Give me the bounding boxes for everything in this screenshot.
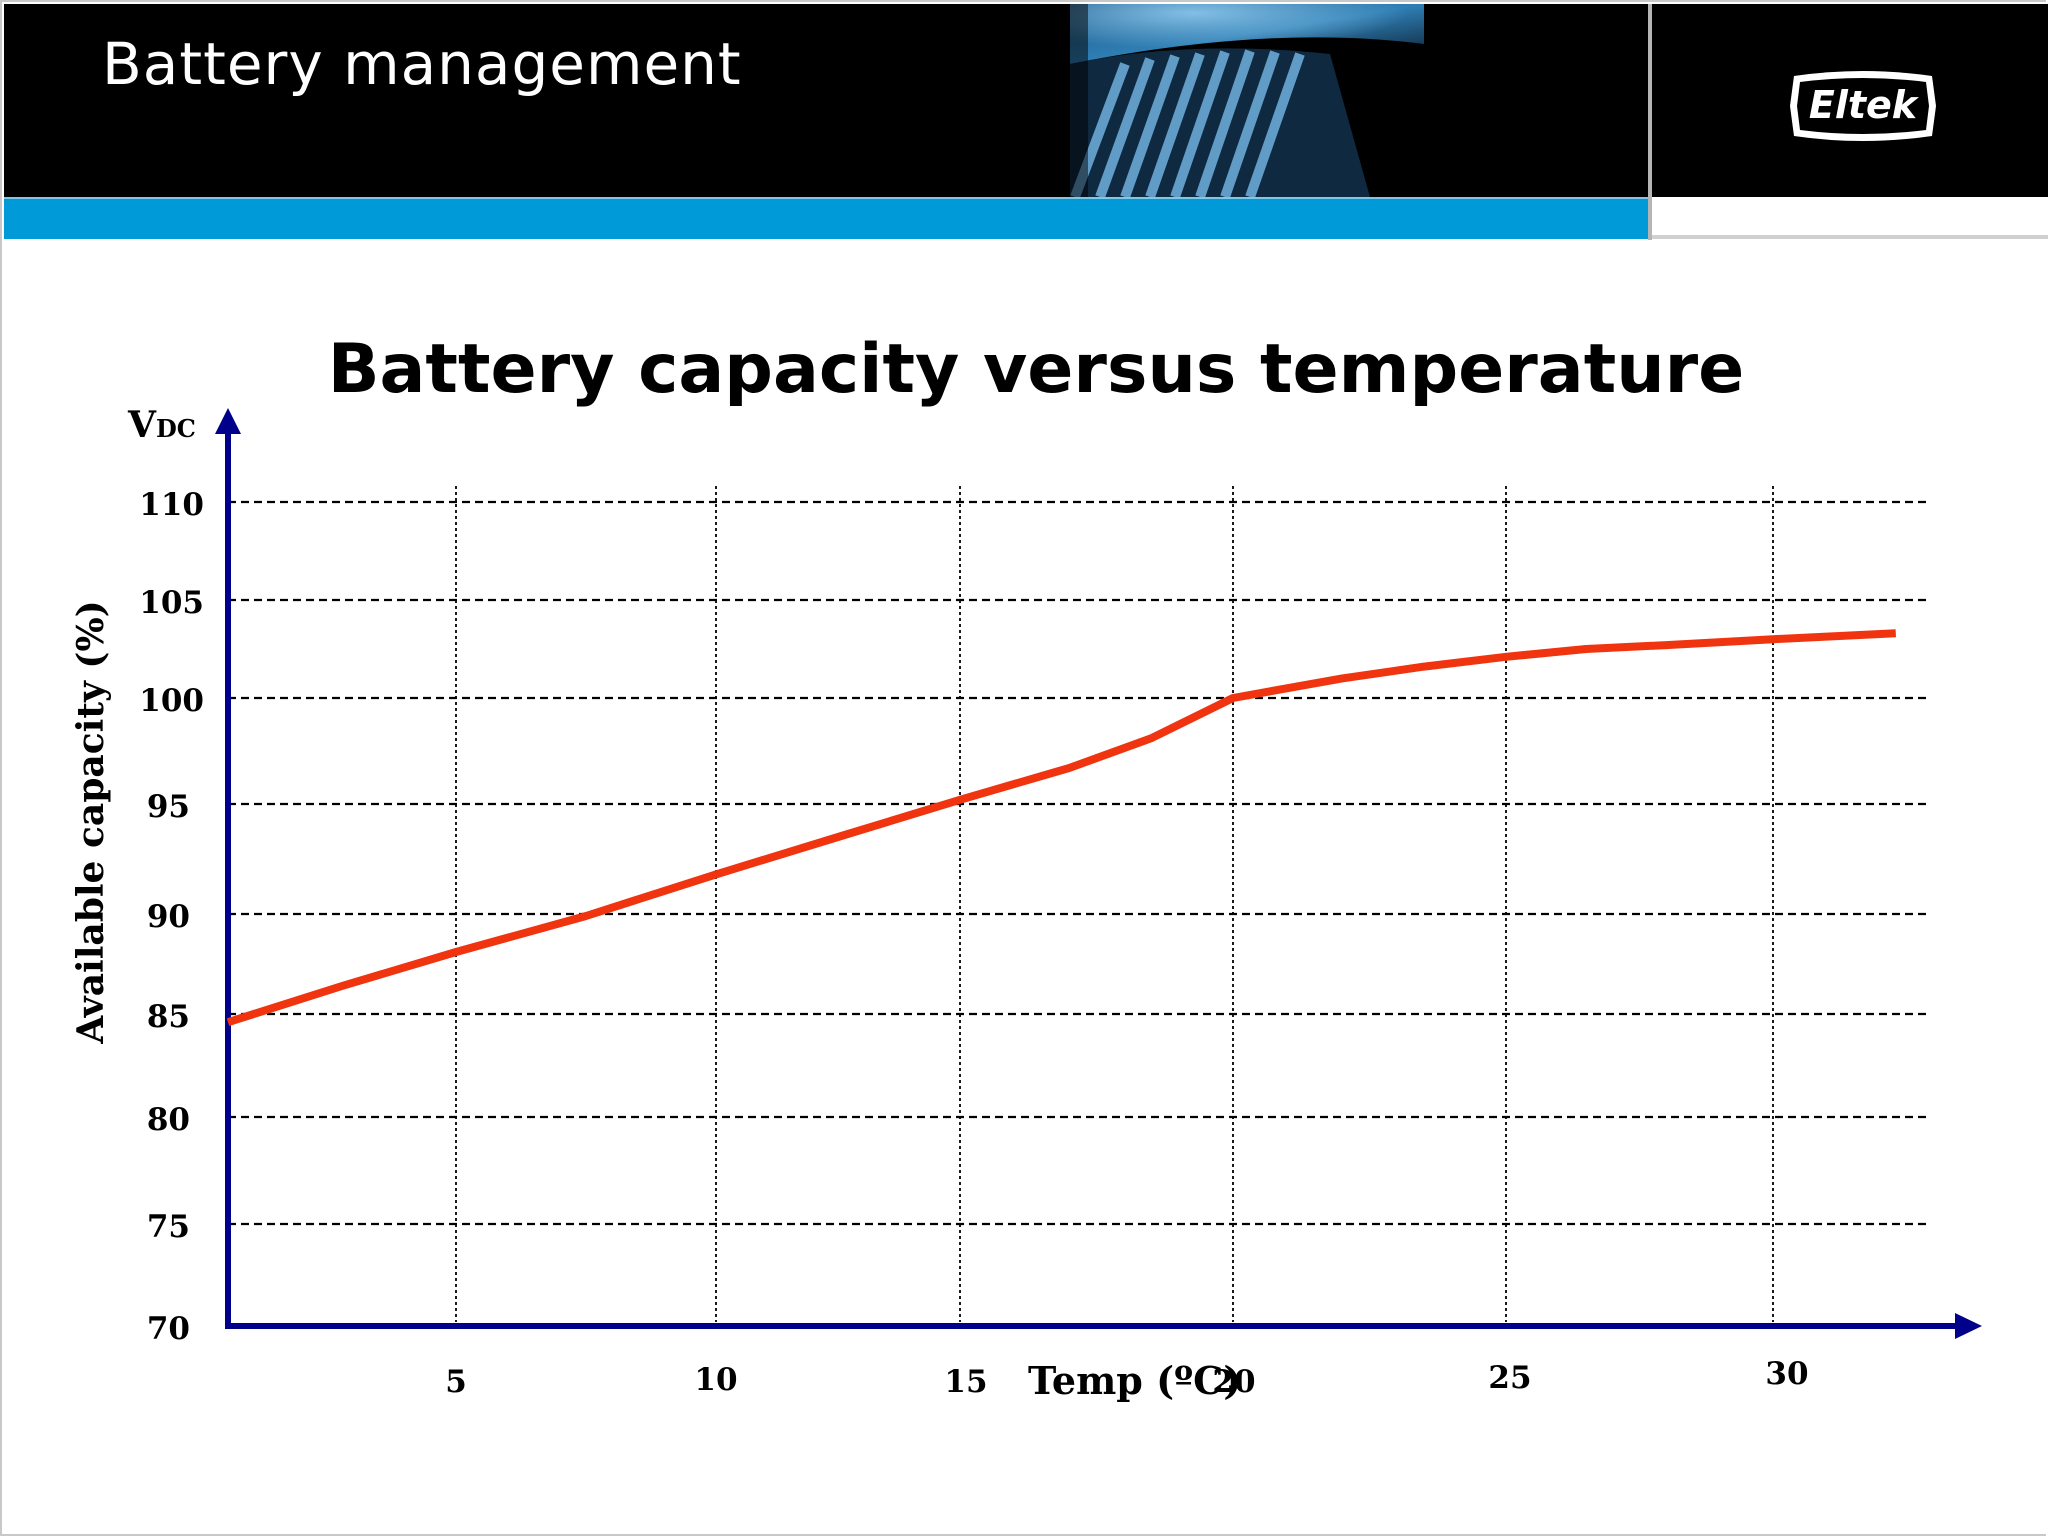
x-gridlines: [455, 486, 1774, 1322]
y-gridlines: [228, 500, 1928, 1226]
header-banner: Battery management: [4, 4, 1648, 197]
header-logo-panel: Eltek: [1652, 4, 2048, 197]
y-tick-label: 95: [147, 789, 190, 825]
y-unit-main: V: [128, 404, 156, 446]
header-divider: [1648, 4, 1652, 240]
y-tick-labels: 70 75 80 85 90 95 100 105 110: [139, 487, 204, 1347]
y-tick-label: 100: [139, 683, 204, 719]
y-tick-label: 110: [139, 487, 204, 523]
y-tick-label: 105: [139, 585, 204, 621]
chart-title: Battery capacity versus temperature: [327, 330, 1745, 409]
x-axis-label: Temp (ºC): [1028, 1358, 1242, 1403]
x-tick-label: 15: [944, 1364, 987, 1400]
header-underline: [1652, 235, 2048, 239]
logo-text: Eltek: [1809, 83, 1920, 127]
x-tick-label: 30: [1765, 1356, 1808, 1392]
header-accent-bar: [4, 197, 1648, 239]
header-title: Battery management: [102, 30, 742, 98]
y-unit-label: VDC: [128, 404, 196, 446]
y-axis-label: Available capacity (%): [70, 600, 112, 1044]
x-tick-label: 25: [1488, 1360, 1531, 1396]
header-photo: [1070, 4, 1424, 197]
x-tick-label: 10: [694, 1362, 737, 1398]
eltek-logo: Eltek: [1790, 71, 1936, 141]
y-tick-label: 70: [147, 1311, 190, 1347]
y-axis-arrow-icon: [215, 408, 241, 434]
y-tick-label: 75: [147, 1209, 190, 1245]
x-tick-label: 5: [445, 1364, 467, 1400]
y-unit-sub: DC: [155, 414, 196, 443]
axes: [215, 408, 1982, 1339]
x-tick-label: 20: [1212, 1364, 1255, 1400]
y-tick-label: 90: [147, 899, 190, 935]
x-tick-labels: 5 10 15 20 25 30: [445, 1356, 1808, 1400]
capacity-line: [226, 629, 1896, 1027]
x-axis-arrow-icon: [1955, 1313, 1982, 1339]
y-tick-label: 85: [147, 999, 190, 1035]
series: [226, 629, 1896, 1027]
y-tick-label: 80: [147, 1102, 190, 1138]
